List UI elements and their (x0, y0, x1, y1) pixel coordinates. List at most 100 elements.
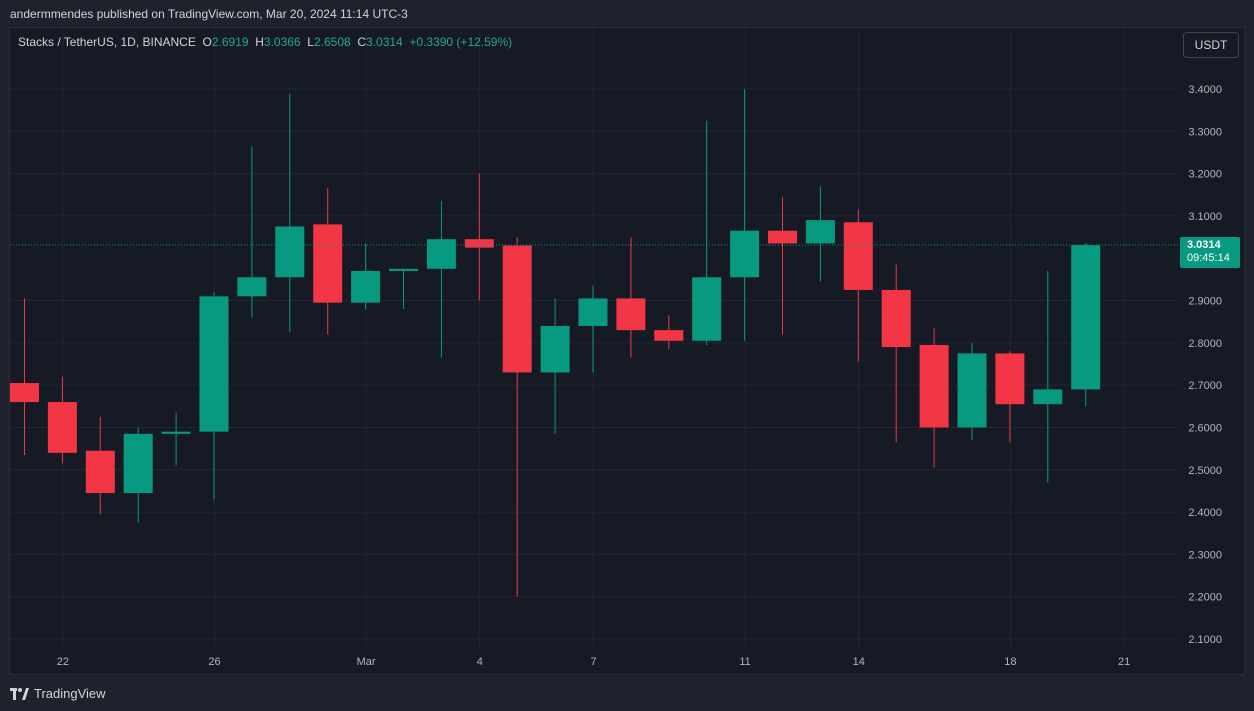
candle-body (389, 268, 418, 271)
price-axis: 3.4000 3.3000 3.2000 3.1000 2.9000 2.8000 2.70… (1188, 84, 1222, 646)
bar-countdown: 09:45:14 (1187, 252, 1230, 264)
candle-body (654, 330, 684, 341)
candle-up (730, 89, 760, 341)
x-tick-label: 7 (590, 656, 596, 668)
close-value: 3.0314 (366, 35, 403, 49)
candle-down (843, 209, 873, 362)
candle-body (1033, 389, 1063, 405)
open-label: O (202, 35, 212, 49)
y-tick-label: 2.8000 (1188, 338, 1222, 350)
candle-body (502, 245, 532, 373)
candle-down (881, 264, 911, 443)
y-tick-label: 3.4000 (1188, 84, 1222, 96)
candle-body (768, 230, 797, 244)
published-caption: andermmendes published on TradingView.co… (10, 7, 408, 21)
candle-body (919, 344, 949, 428)
candle-body (10, 383, 39, 403)
candle-up (692, 120, 722, 345)
candle-down (85, 416, 115, 515)
x-tick-label: 11 (739, 656, 750, 668)
y-tick-label: 3.1000 (1188, 211, 1222, 223)
x-tick-label: 18 (1004, 656, 1016, 668)
candle-up (199, 292, 229, 500)
y-tick-label: 3.2000 (1188, 169, 1222, 181)
low-label: L (307, 35, 314, 49)
candle-up (1071, 243, 1101, 407)
high-label: H (255, 35, 264, 49)
footer-branding[interactable]: TradingView (10, 686, 106, 701)
candles (10, 89, 1101, 597)
symbol-name: Stacks / TetherUS, 1D, BINANCE (18, 35, 196, 49)
candle-up (237, 146, 267, 318)
candle-up (540, 298, 570, 434)
candle-body (313, 224, 343, 303)
candle-up (957, 342, 987, 441)
candle-down (464, 173, 494, 301)
candle-up (275, 93, 305, 333)
candle-body (730, 230, 760, 278)
candle-down (768, 196, 797, 335)
low-value: 2.6508 (313, 35, 351, 49)
y-tick-label: 2.3000 (1188, 549, 1222, 561)
candle-down (502, 237, 532, 597)
candle-up (161, 412, 191, 466)
candle-up (1033, 270, 1063, 483)
y-tick-label: 2.7000 (1188, 380, 1222, 392)
x-tick-label: 22 (57, 656, 69, 668)
candle-down (919, 328, 949, 468)
last-price-badge: 3.0314 09:45:14 (1180, 237, 1240, 268)
footer-brand-text: TradingView (34, 686, 106, 701)
x-tick-label: 26 (208, 656, 220, 668)
symbol-legend: Stacks / TetherUS, 1D, BINANCE O2.6919 H… (18, 35, 512, 49)
y-tick-label: 2.6000 (1188, 422, 1222, 434)
candle-down (654, 315, 684, 350)
x-tick-label: 14 (853, 656, 865, 668)
candle-body (843, 222, 873, 290)
y-tick-label: 2.5000 (1188, 465, 1222, 477)
candle-body (616, 298, 646, 331)
change-value: +0.3390 (+12.59%) (409, 35, 513, 49)
candle-body (1071, 245, 1101, 390)
grid-lines (10, 28, 1178, 650)
close-label: C (357, 35, 367, 49)
candle-body (351, 270, 381, 303)
time-axis: 22 26 Mar 4 7 11 14 18 21 (57, 656, 1130, 668)
candle-up (426, 201, 456, 358)
candle-body (692, 277, 722, 341)
candle-up (389, 268, 418, 309)
currency-button[interactable]: USDT (1183, 32, 1239, 58)
x-tick-label: 4 (477, 656, 483, 668)
candle-body (275, 226, 305, 278)
candle-body (85, 450, 115, 494)
y-tick-label: 2.1000 (1188, 634, 1222, 646)
candle-body (426, 239, 456, 269)
candle-up (351, 243, 381, 309)
open-value: 2.6919 (211, 35, 249, 49)
y-tick-label: 2.9000 (1188, 296, 1222, 308)
candle-body (199, 296, 229, 432)
x-tick-label: Mar (357, 656, 376, 668)
candle-body (578, 298, 608, 326)
high-value: 3.0366 (263, 35, 301, 49)
candle-down (995, 351, 1025, 443)
y-tick-label: 2.2000 (1188, 592, 1222, 604)
tradingview-logo-icon (10, 687, 29, 700)
y-tick-label: 3.3000 (1188, 126, 1222, 138)
candle-body (540, 325, 570, 373)
x-tick-label: 21 (1118, 656, 1130, 668)
candle-body (881, 289, 911, 348)
candle-up (578, 285, 608, 373)
candle-down (47, 376, 77, 464)
y-tick-label: 2.4000 (1188, 507, 1222, 519)
last-price-value: 3.0314 (1187, 239, 1221, 251)
candle-body (805, 220, 835, 244)
candle-down (10, 298, 39, 455)
candle-up (123, 427, 153, 523)
candle-down (313, 188, 343, 335)
candle-body (237, 277, 267, 297)
candle-body (464, 239, 494, 248)
candle-body (47, 402, 77, 453)
candle-up (805, 186, 835, 282)
candle-body (123, 433, 153, 494)
